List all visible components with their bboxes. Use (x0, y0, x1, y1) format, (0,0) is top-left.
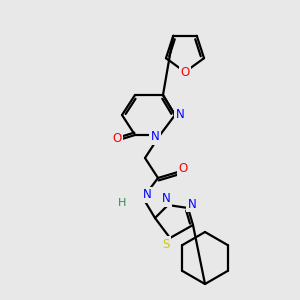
Text: N: N (162, 193, 170, 206)
Text: O: O (180, 65, 190, 79)
Text: N: N (151, 130, 159, 143)
Text: N: N (142, 188, 152, 202)
Text: N: N (176, 109, 184, 122)
Text: H: H (118, 198, 126, 208)
Text: O: O (178, 163, 188, 176)
Text: O: O (112, 133, 122, 146)
Text: S: S (162, 238, 170, 250)
Text: N: N (188, 197, 196, 211)
